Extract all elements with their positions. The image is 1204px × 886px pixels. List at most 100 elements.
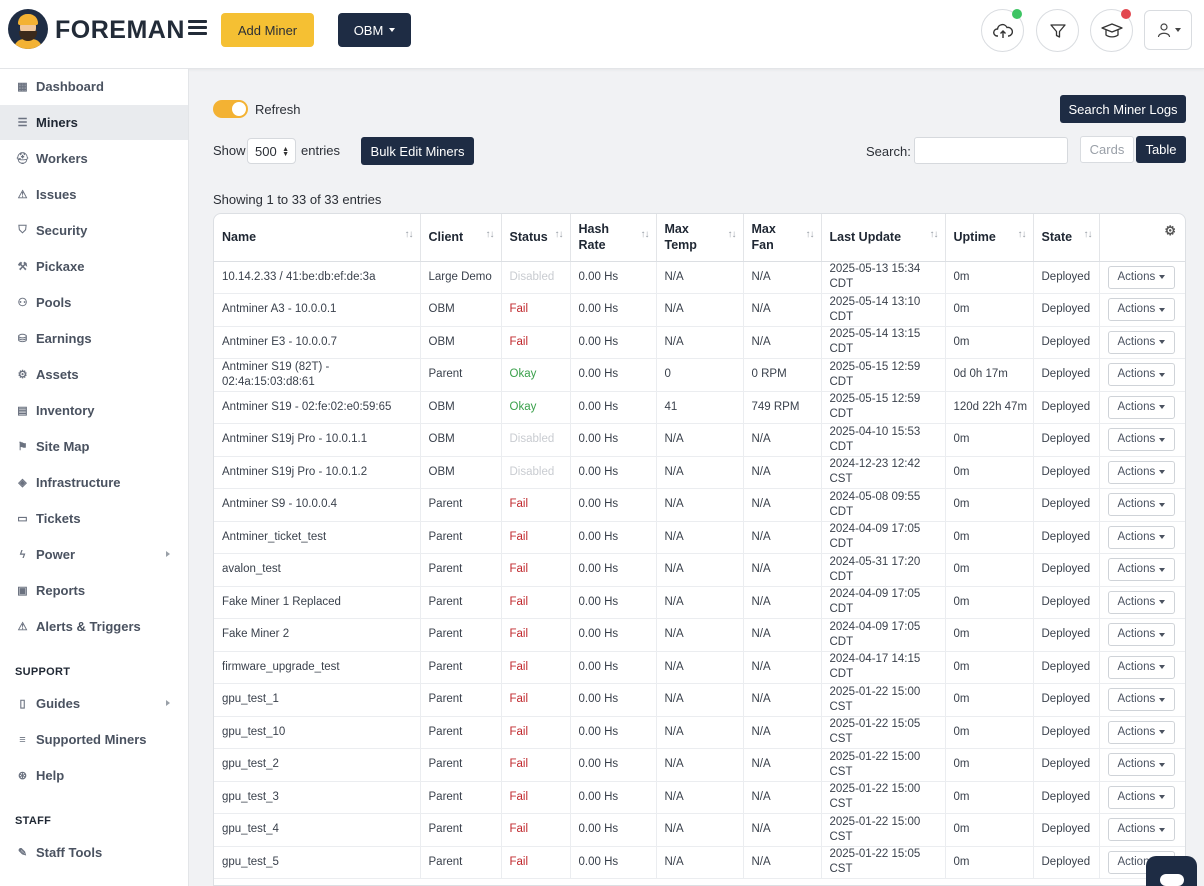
column-header-status[interactable]: Status ↑↓ (501, 214, 571, 262)
actions-dropdown-button[interactable]: Actions (1107, 753, 1176, 777)
foreman-logo[interactable] (8, 9, 48, 49)
table-row[interactable]: gpu_test_1 Parent Fail 0.00 Hs N/A N/A 2025-01… (214, 683, 1185, 717)
sidebar-item-reports[interactable]: ▣ Reports (0, 573, 188, 608)
table-row[interactable]: gpu_test_4 Parent Fail 0.00 Hs N/A N/A 2025-01… (214, 813, 1185, 847)
sidebar-item-supported-miners[interactable]: ≡ Supported Miners (0, 722, 188, 757)
search-input[interactable] (914, 137, 1068, 164)
actions-dropdown-button[interactable]: Actions (1107, 590, 1176, 614)
sidebar-item-inventory[interactable]: ▤ Inventory (0, 393, 188, 428)
column-header-max-temp[interactable]: Max Temp ↑↓ (656, 214, 744, 262)
client-cell: Parent (420, 553, 502, 587)
uptime-cell: 0m (945, 781, 1034, 814)
sidebar-item-power[interactable]: ϟ Power (0, 537, 188, 572)
actions-dropdown-button[interactable]: Actions (1107, 818, 1176, 842)
sidebar-item-dashboard[interactable]: ▦ Dashboard (0, 69, 188, 104)
actions-dropdown-button[interactable]: Actions (1107, 785, 1176, 809)
column-header-max-fan[interactable]: Max Fan ↑↓ (743, 214, 822, 262)
column-header-state[interactable]: State ↑↓ (1033, 214, 1100, 262)
actions-dropdown-button[interactable]: Actions (1107, 525, 1176, 549)
miners-table: Name ↑↓ Client ↑↓ Status ↑↓ Hash Rate ↑↓ Max… (213, 213, 1186, 886)
actions-dropdown-button[interactable]: Actions (1107, 363, 1176, 387)
user-menu-button[interactable] (1144, 10, 1192, 50)
entries-select[interactable]: 500 ▲ ▼ (247, 138, 296, 164)
table-row[interactable]: Antminer S19j Pro - 10.0.1.1 OBM Disabled 0… (214, 423, 1185, 457)
table-row[interactable]: Antminer S19 - 02:fe:02:e0:59:65 OBM Okay 0… (214, 391, 1185, 424)
sidebar-item-earnings[interactable]: ⛁ Earnings (0, 321, 188, 356)
sidebar-item-workers[interactable]: ⛑ Workers (0, 141, 188, 176)
client-cell: OBM (420, 423, 502, 457)
table-row[interactable]: gpu_test_3 Parent Fail 0.00 Hs N/A N/A 2025-01… (214, 781, 1185, 814)
sidebar-item-help[interactable]: ⊛ Help (0, 758, 188, 793)
table-row[interactable]: Fake Miner 1 Replaced Parent Fail 0.00 Hs N/… (214, 586, 1185, 619)
client-cell: OBM (420, 391, 502, 424)
sidebar-item-miners[interactable]: ☰ Miners (0, 105, 188, 140)
table-view-button[interactable]: Table (1136, 136, 1186, 163)
sidebar-item-infrastructure[interactable]: ◈ Infrastructure (0, 465, 188, 500)
actions-dropdown-button[interactable]: Actions (1107, 460, 1176, 484)
search-miner-logs-button[interactable]: Search Miner Logs (1060, 95, 1186, 123)
max-fan-cell: N/A (743, 326, 822, 359)
table-row[interactable]: firmware_upgrade_test Parent Fail 0.00 Hs N/… (214, 651, 1185, 684)
menu-toggle-icon[interactable] (188, 20, 207, 36)
add-miner-button[interactable]: Add Miner (221, 13, 314, 47)
table-row[interactable]: Fake Miner 2 Parent Fail 0.00 Hs N/A N/A 2024-… (214, 618, 1185, 652)
table-row[interactable]: Antminer_ticket_test Parent Fail 0.00 Hs N/A… (214, 521, 1185, 554)
upload-button[interactable] (981, 9, 1024, 52)
column-header-name[interactable]: Name ↑↓ (214, 214, 421, 262)
client-cell: Parent (420, 358, 502, 392)
sidebar-item-guides[interactable]: ▯ Guides (0, 686, 188, 721)
sidebar-item-tickets[interactable]: ▭ Tickets (0, 501, 188, 536)
table-row[interactable]: Antminer S9 - 10.0.0.4 Parent Fail 0.00 Hs N… (214, 488, 1185, 522)
actions-dropdown-button[interactable]: Actions (1107, 298, 1176, 322)
sidebar-item-staff-tools[interactable]: ✎ Staff Tools (0, 835, 188, 870)
column-settings-header[interactable]: ⚙ (1099, 214, 1185, 262)
actions-dropdown-button[interactable]: Actions (1107, 493, 1176, 517)
actions-dropdown-button[interactable]: Actions (1107, 558, 1176, 582)
column-header-client[interactable]: Client ↑↓ (420, 214, 502, 262)
actions-dropdown-button[interactable]: Actions (1107, 330, 1176, 354)
table-row[interactable]: Antminer S19j Pro - 10.0.1.2 OBM Disabled 0… (214, 456, 1185, 489)
org-select-button[interactable]: OBM (338, 13, 411, 47)
table-row[interactable]: Antminer S19 (82T) - 02:4a:15:03:d8:61 Pa… (214, 358, 1185, 392)
pickaxe-icon: ⚒ (17, 261, 28, 273)
table-row[interactable]: gpu_test_2 Parent Fail 0.00 Hs N/A N/A 2025-01… (214, 748, 1185, 782)
miner-name-cell: Antminer E3 - 10.0.0.7 (214, 326, 421, 359)
actions-dropdown-button[interactable]: Actions (1107, 395, 1176, 419)
actions-dropdown-button[interactable]: Actions (1107, 720, 1176, 744)
table-row[interactable]: Antminer E3 - 10.0.0.7 OBM Fail 0.00 Hs N/A N… (214, 326, 1185, 359)
sidebar-item-issues[interactable]: ⚠ Issues (0, 177, 188, 212)
sidebar-item-site-map[interactable]: ⚑ Site Map (0, 429, 188, 464)
column-header-last-update[interactable]: Last Update ↑↓ (821, 214, 946, 262)
refresh-toggle[interactable] (213, 100, 248, 118)
column-header-uptime[interactable]: Uptime ↑↓ (945, 214, 1034, 262)
actions-dropdown-button[interactable]: Actions (1107, 428, 1176, 452)
sidebar-item-label: Tickets (36, 511, 81, 526)
sidebar-item-pools[interactable]: ⚇ Pools (0, 285, 188, 320)
actions-dropdown-button[interactable]: Actions (1107, 623, 1176, 647)
bulk-edit-miners-button[interactable]: Bulk Edit Miners (361, 137, 474, 165)
table-row[interactable]: 10.14.2.33 / 41:be:db:ef:de:3a Large Demo… (214, 261, 1185, 294)
client-cell: OBM (420, 456, 502, 489)
sidebar-item-security[interactable]: ⛉ Security (0, 213, 188, 248)
learn-button[interactable] (1090, 9, 1133, 52)
chevron-down-icon (1159, 762, 1166, 767)
table-row[interactable]: gpu_test_10 Parent Fail 0.00 Hs N/A N/A 2025-0… (214, 716, 1185, 749)
column-header-hash-rate[interactable]: Hash Rate ↑↓ (570, 214, 657, 262)
hash-rate-cell: 0.00 Hs (570, 813, 657, 847)
table-row[interactable]: gpu_test_5 Parent Fail 0.00 Hs N/A N/A 2025-01… (214, 846, 1185, 879)
state-cell: Deployed (1033, 618, 1100, 652)
actions-dropdown-button[interactable]: Actions (1107, 265, 1176, 289)
sidebar-item-pickaxe[interactable]: ⚒ Pickaxe (0, 249, 188, 284)
sidebar-item-alerts[interactable]: ⚠ Alerts & Triggers (0, 609, 188, 644)
chat-widget-button[interactable] (1146, 856, 1197, 886)
actions-dropdown-button[interactable]: Actions (1107, 688, 1176, 712)
filter-button[interactable] (1036, 9, 1079, 52)
cards-view-button[interactable]: Cards (1080, 136, 1134, 163)
table-row[interactable]: avalon_test Parent Fail 0.00 Hs N/A N/A 2024-0… (214, 553, 1185, 587)
uptime-cell: 0m (945, 813, 1034, 847)
actions-dropdown-button[interactable]: Actions (1107, 655, 1176, 679)
actions-label: Actions (1117, 660, 1156, 673)
status-cell: Fail (501, 586, 571, 619)
table-row[interactable]: Antminer A3 - 10.0.0.1 OBM Fail 0.00 Hs N/A N… (214, 293, 1185, 327)
sidebar-item-assets[interactable]: ⚙ Assets (0, 357, 188, 392)
